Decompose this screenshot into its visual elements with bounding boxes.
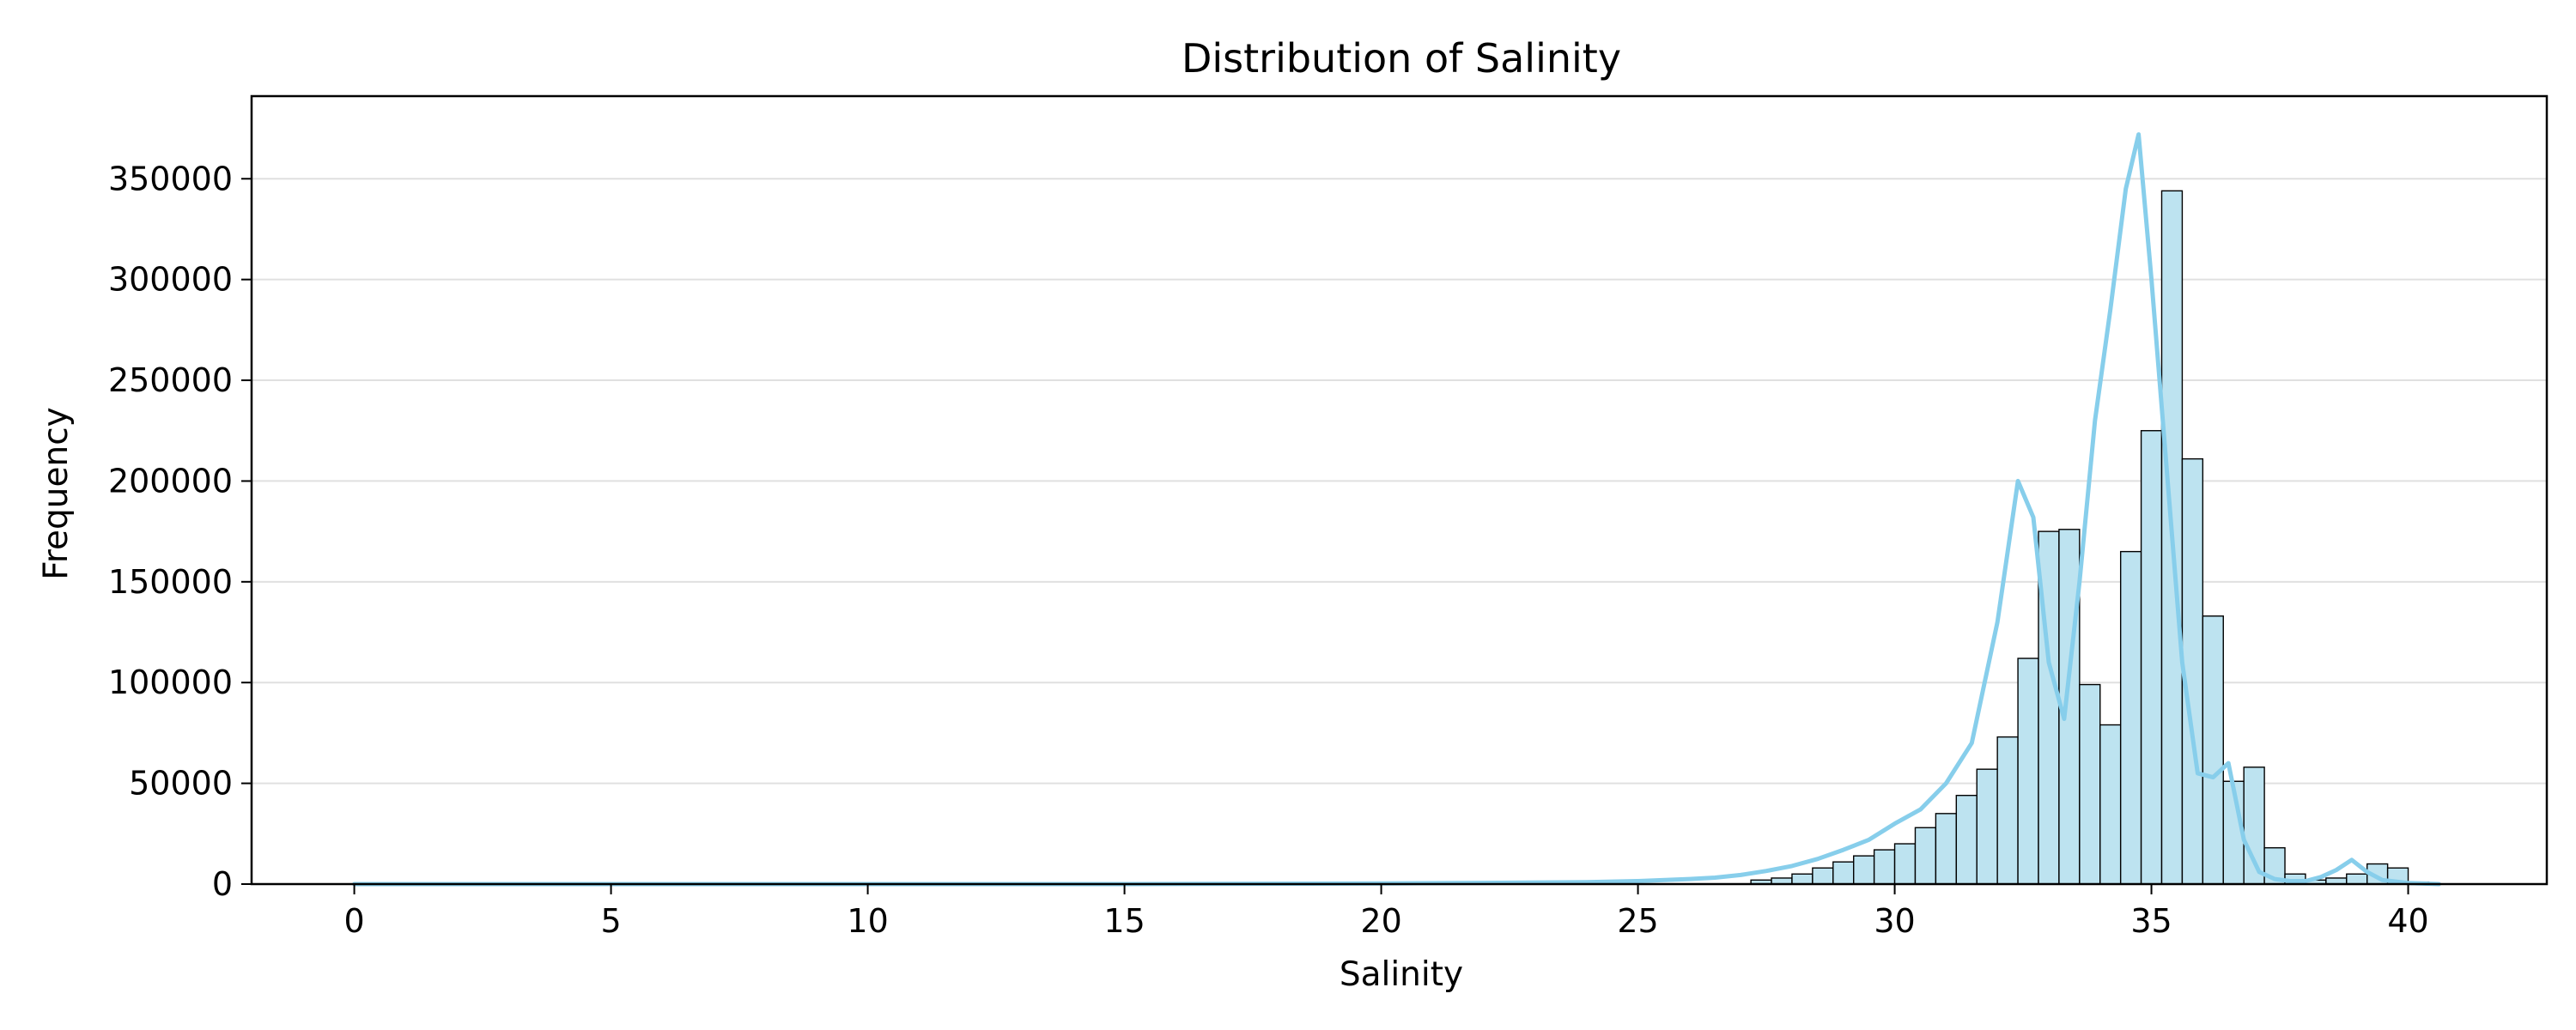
x-tick-label: 35 — [2130, 902, 2172, 940]
y-axis-ticks: 0 50000 100000 150000 200000 250000 300000 3500… — [108, 160, 252, 903]
x-axis-label: Salinity — [1340, 955, 1463, 994]
y-tick-label: 100000 — [108, 663, 233, 701]
x-axis-ticks: 0 5 10 15 20 25 30 35 40 — [344, 884, 2429, 940]
histogram-bar — [1955, 794, 1978, 885]
histogram-bar — [1853, 855, 1875, 885]
histogram-bar — [2243, 766, 2265, 885]
y-tick-label: 250000 — [108, 361, 233, 399]
histogram-bar — [2017, 657, 2039, 885]
histogram-bar — [1893, 843, 1917, 885]
y-tick-label: 150000 — [108, 563, 233, 601]
histogram-bar — [1873, 849, 1896, 885]
histogram-bar — [2119, 550, 2142, 885]
kde-curve-layer — [352, 132, 2441, 887]
histogram-bar — [2140, 430, 2163, 885]
y-tick-label: 300000 — [108, 261, 233, 299]
y-tick-label: 50000 — [129, 765, 233, 803]
x-tick-label: 25 — [1617, 902, 1658, 940]
kde-curve — [352, 132, 2441, 887]
y-axis-label: Frequency — [37, 407, 76, 579]
histogram-bar — [1791, 873, 1814, 885]
histogram-bar — [2099, 724, 2122, 885]
x-tick-label: 10 — [847, 902, 888, 940]
histogram-bar — [1935, 813, 1958, 885]
histogram-bar — [1976, 768, 1998, 885]
histogram-bar — [1914, 827, 1937, 885]
y-tick-label: 200000 — [108, 462, 233, 500]
x-tick-label: 5 — [600, 902, 621, 940]
histogram-bar — [1812, 867, 1834, 885]
chart-title: Distribution of Salinity — [1182, 35, 1621, 82]
x-tick-label: 40 — [2387, 902, 2428, 940]
y-tick-label: 350000 — [108, 160, 233, 197]
x-tick-label: 15 — [1103, 902, 1145, 940]
x-tick-label: 0 — [344, 902, 365, 940]
x-tick-label: 20 — [1360, 902, 1401, 940]
histogram-bar — [1832, 861, 1855, 885]
histogram-bar — [2346, 873, 2368, 885]
histogram-bar — [1996, 736, 2019, 885]
x-tick-label: 30 — [1874, 902, 1915, 940]
histogram-bar — [2202, 615, 2224, 885]
histogram-bar — [2079, 683, 2101, 885]
plot-frame — [250, 94, 2549, 886]
y-tick-label: 0 — [212, 865, 233, 903]
histogram-bars — [1750, 190, 2430, 885]
